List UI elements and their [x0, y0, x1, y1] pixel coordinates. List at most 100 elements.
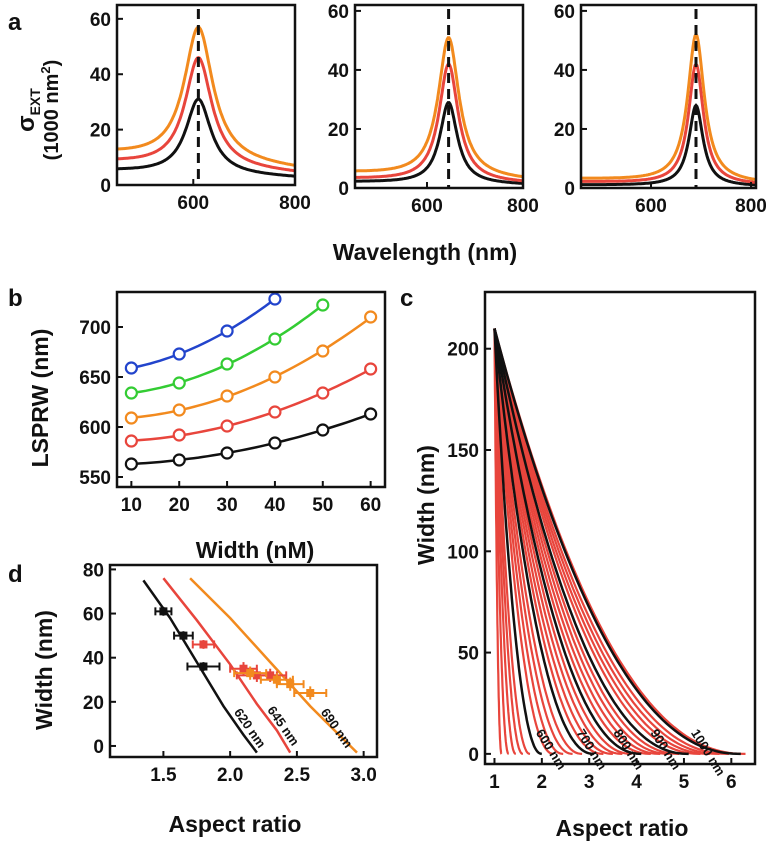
- panel-c-red-curve: [493, 328, 670, 755]
- panel-a3-chart: 600 800 0 20 40 60: [554, 2, 766, 217]
- panel-a-ylabel-close: ): [41, 60, 63, 67]
- panel-c-black-curve: [493, 328, 689, 756]
- panel-a1-chart: 600 800 0 20 40 60: [90, 3, 311, 214]
- panel-b-fit-line-1: [131, 368, 372, 442]
- panel-c-red-curve: [493, 328, 632, 755]
- panel-b-data-point: [316, 344, 330, 358]
- panel-b-data-point: [316, 386, 330, 400]
- panel-c-ytick-label: 200: [447, 340, 479, 361]
- panel-a2-ytick-label: 0: [338, 179, 349, 200]
- panel-c-red-curve: [493, 328, 701, 755]
- panel-a2-chart: 600 800 0 20 40 60: [328, 2, 539, 217]
- panel-d-xtick-label: 2.0: [217, 765, 243, 786]
- panel-c-ytick-label: 50: [458, 644, 479, 665]
- panel-c-ytick-label: 100: [447, 542, 479, 563]
- panel-c-red-curve: [493, 328, 651, 755]
- panel-d-ytick-label: 40: [83, 649, 104, 670]
- panel-label-a: a: [8, 9, 22, 36]
- panel-b-xlabel: Width (nM): [196, 537, 315, 563]
- panel-d-ytick-label: 0: [93, 737, 104, 758]
- panel-c-frame: [483, 290, 757, 766]
- panel-c-xtick-label: 4: [631, 772, 642, 793]
- panel-a1-ytick-label: 60: [90, 10, 111, 31]
- panel-b-frame: [115, 290, 387, 489]
- panel-b-data-point: [268, 405, 282, 419]
- panel-c-red-curve: [493, 328, 573, 755]
- panel-a2-series-1: [355, 62, 524, 183]
- panel-a-ylabel-sub: EXT: [27, 88, 43, 116]
- panel-c-ylabel: Width (nm): [413, 445, 439, 565]
- panel-c-ytick-label: 150: [447, 441, 479, 462]
- panel-b-ytick-label: 700: [79, 318, 111, 339]
- panel-b-data-point: [364, 362, 378, 376]
- panel-b-ytick-label: 600: [79, 418, 111, 439]
- panel-c-black-curve: [493, 328, 741, 756]
- panel-a1-ytick-label: 20: [90, 121, 111, 142]
- panel-b-xtick-label: 10: [121, 495, 142, 516]
- panel-label-d: d: [8, 561, 23, 588]
- panel-b-data-point: [172, 347, 186, 361]
- panel-d-data-point: [199, 662, 208, 671]
- panel-a1-series-2: [117, 25, 296, 167]
- panel-c-red-curve: [493, 328, 583, 755]
- panel-a2-ytick-label: 20: [328, 120, 349, 141]
- panel-c-red-curve: [493, 328, 720, 755]
- panel-d-ylabel: Width (nm): [31, 610, 57, 730]
- panel-a2-ytick-label: 60: [328, 2, 349, 23]
- panel-b-xtick-label: 40: [264, 495, 285, 516]
- panel-label-b: b: [8, 285, 23, 312]
- panel-a1-xtick-label: 600: [177, 193, 209, 214]
- panel-b-data-point: [172, 453, 186, 467]
- panel-a3-series-2: [581, 31, 757, 181]
- panel-c-red-curve: [493, 328, 604, 755]
- panel-b-data-point: [364, 407, 378, 421]
- panel-c-red-curve: [493, 328, 623, 755]
- panel-b-data-point: [364, 310, 378, 324]
- panel-label-c: c: [400, 285, 413, 312]
- panel-a1-series-1: [117, 55, 296, 173]
- panel-c-red-curve: [493, 328, 517, 755]
- panel-d-ytick-label: 20: [83, 693, 104, 714]
- panel-c-red-curve: [493, 328, 524, 755]
- panel-d-data-point: [239, 664, 248, 673]
- panel-c-red-curve: [493, 328, 613, 755]
- panel-c-black-curve: [493, 328, 594, 756]
- panel-d-data-point: [199, 640, 208, 649]
- panel-d-data-point: [286, 680, 295, 689]
- panel-d-data-point: [159, 607, 168, 616]
- panel-b-data-point: [316, 298, 330, 312]
- panel-b-xtick-label: 50: [312, 495, 333, 516]
- svg-text:σEXT: σEXT: [13, 88, 43, 132]
- panel-a2-series-0: [355, 101, 523, 185]
- panel-b-data-point: [220, 419, 234, 433]
- panel-d-xlabel: Aspect ratio: [169, 811, 302, 837]
- panel-d-ytick-label: 80: [83, 560, 104, 581]
- panel-b-chart: 10 20 30 40 50 60 550 600 650 700: [79, 290, 387, 516]
- panel-b-data-point: [220, 324, 234, 338]
- panel-b-data-point: [268, 292, 282, 306]
- panel-b-data-point: [268, 436, 282, 450]
- panel-d-data-point: [179, 631, 188, 640]
- panel-c-chart: 600 nm 700 nm 800 nm 900 nm 1000 nm1 2 3 4 5 6050…: [447, 290, 757, 793]
- panel-a1-series-0: [117, 97, 296, 178]
- panel-c-xlabel: Aspect ratio: [556, 815, 689, 841]
- panel-b-fit-line-3: [131, 304, 324, 395]
- panel-c-xtick-label: 5: [679, 772, 690, 793]
- panel-a1-ytick-label: 0: [100, 176, 111, 197]
- panel-d-ytick-label: 60: [83, 605, 104, 626]
- panel-b-data-point: [220, 357, 234, 371]
- panel-a1-xtick-label: 800: [279, 193, 311, 214]
- panel-a-ylabel-units: (1000 nm: [41, 74, 63, 161]
- panel-b-data-point: [124, 411, 138, 425]
- panel-b-data-point: [172, 403, 186, 417]
- panel-c-xtick-label: 1: [489, 772, 500, 793]
- panel-d-data-point: [266, 671, 275, 680]
- panel-d-data-point: [306, 689, 315, 697]
- panel-c-red-curve: [493, 328, 554, 755]
- panel-b-ylabel: LSPRW (nm): [27, 329, 53, 468]
- panel-b-xtick-label: 20: [169, 495, 190, 516]
- panel-a3-series-1: [581, 61, 757, 184]
- panel-a2-series-2: [355, 36, 524, 179]
- panel-b-data-point: [268, 370, 282, 384]
